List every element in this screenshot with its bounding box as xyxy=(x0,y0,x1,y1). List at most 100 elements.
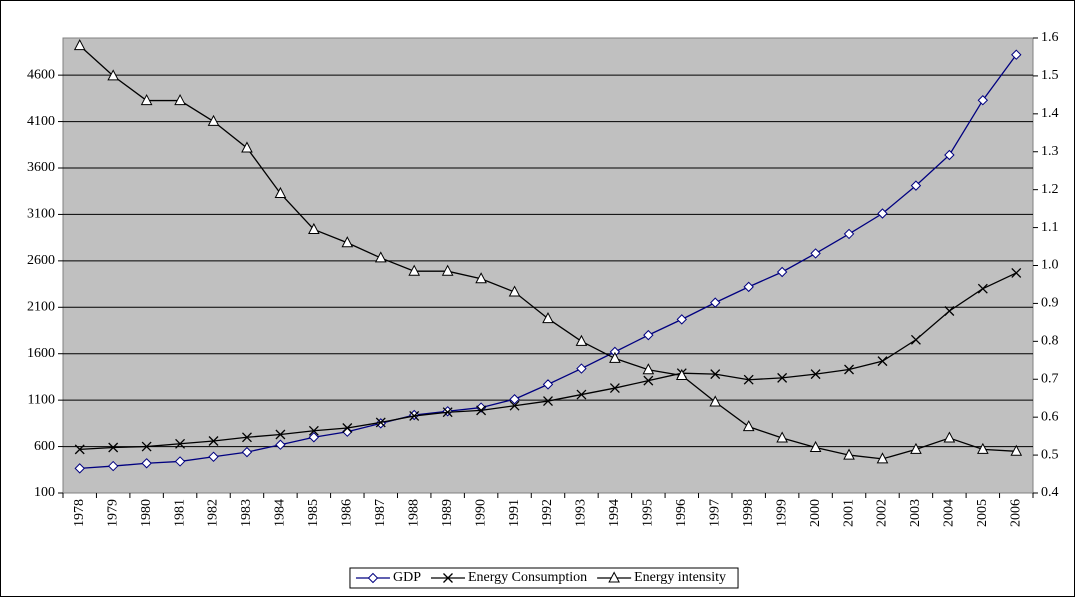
marker xyxy=(976,442,989,454)
x-tick-label: 1998 xyxy=(741,499,756,527)
x-tick-label: 1994 xyxy=(607,499,622,527)
marker xyxy=(1011,49,1022,60)
y2-tick-label: 1.3 xyxy=(1041,144,1059,159)
marker xyxy=(643,375,654,386)
marker xyxy=(910,180,922,191)
marker xyxy=(608,571,620,583)
marker xyxy=(275,439,286,450)
marker xyxy=(107,69,120,81)
y-tick-label: 600 xyxy=(34,439,55,454)
x-tick-label: 1995 xyxy=(641,499,656,527)
marker xyxy=(443,573,453,583)
legend-label: Energy Consumption xyxy=(468,570,587,585)
marker xyxy=(509,394,520,405)
marker xyxy=(675,368,688,380)
marker xyxy=(542,379,554,390)
x-tick-label: 1984 xyxy=(273,499,288,527)
marker xyxy=(944,149,955,161)
y2-tick-label: 0.8 xyxy=(1041,334,1059,349)
x-tick-label: 2001 xyxy=(841,499,856,527)
y-tick-label: 4100 xyxy=(27,114,55,129)
marker xyxy=(375,417,386,428)
x-tick-label: 1978 xyxy=(72,499,87,527)
marker xyxy=(442,407,453,418)
marker xyxy=(1011,267,1022,278)
x-tick-label: 1987 xyxy=(373,499,388,527)
y2-tick-label: 0.4 xyxy=(1041,485,1059,500)
marker xyxy=(274,186,287,198)
marker xyxy=(944,306,955,316)
marker xyxy=(1010,444,1023,456)
marker xyxy=(341,236,354,248)
marker xyxy=(367,572,379,584)
marker xyxy=(207,114,220,126)
y-tick-label: 4600 xyxy=(27,67,55,82)
marker xyxy=(977,283,988,294)
marker xyxy=(810,248,821,259)
y2-tick-label: 1.6 xyxy=(1041,30,1059,45)
x-tick-label: 2005 xyxy=(975,499,990,527)
y2-tick-label: 1.4 xyxy=(1041,106,1059,121)
y-tick-label: 1100 xyxy=(28,392,55,407)
marker xyxy=(308,425,319,436)
legend: GDP Energy Consumption Energy intensity xyxy=(349,567,739,589)
marker xyxy=(609,351,621,363)
y2-tick-label: 0.6 xyxy=(1041,409,1059,424)
x-tick-label: 2002 xyxy=(875,499,890,527)
x-tick-label: 2000 xyxy=(808,499,823,527)
y2-tick-label: 0.9 xyxy=(1041,296,1059,311)
marker xyxy=(642,363,655,375)
marker xyxy=(910,442,922,454)
marker xyxy=(542,312,554,324)
marker xyxy=(809,440,822,452)
marker xyxy=(275,429,286,440)
legend-label: GDP xyxy=(393,570,421,585)
marker xyxy=(676,314,688,325)
marker xyxy=(242,432,252,443)
y-tick-label: 2600 xyxy=(27,253,55,268)
y-tick-label: 2100 xyxy=(27,300,55,315)
marker xyxy=(141,458,152,469)
x-tick-label: 2003 xyxy=(908,499,923,527)
plot-area xyxy=(62,37,1034,494)
marker xyxy=(241,141,253,153)
x-tick-label: 1990 xyxy=(473,499,488,527)
marker xyxy=(710,297,721,308)
marker xyxy=(643,329,654,341)
y-tick-label: 3100 xyxy=(27,207,55,222)
x-tick-label: 1986 xyxy=(340,499,355,527)
marker xyxy=(810,369,821,380)
marker xyxy=(776,266,788,278)
marker xyxy=(776,431,788,443)
marker xyxy=(74,444,85,455)
marker xyxy=(710,369,721,380)
marker xyxy=(609,383,620,394)
marker xyxy=(175,438,186,449)
marker xyxy=(73,39,86,51)
marker xyxy=(575,334,588,346)
marker xyxy=(140,93,153,106)
y2-tick-label: 1.0 xyxy=(1041,258,1059,273)
marker xyxy=(141,441,152,452)
marker xyxy=(709,395,722,407)
marker xyxy=(108,442,119,453)
x-tick-label: 1983 xyxy=(239,499,254,527)
marker xyxy=(508,285,521,297)
marker xyxy=(475,272,487,284)
marker xyxy=(308,222,320,234)
x-tick-label: 1991 xyxy=(507,499,522,527)
marker xyxy=(543,396,553,407)
y2-tick-label: 1.1 xyxy=(1041,220,1059,235)
marker xyxy=(107,460,119,472)
y2-tick-label: 0.7 xyxy=(1041,371,1059,386)
marker xyxy=(74,463,85,474)
x-tick-label: 1999 xyxy=(774,499,789,527)
legend-box xyxy=(349,567,739,589)
x-tick-label: 1985 xyxy=(306,499,321,527)
marker xyxy=(409,410,420,421)
x-tick-label: 1988 xyxy=(406,499,421,527)
marker xyxy=(743,374,754,385)
x-tick-label: 2004 xyxy=(942,499,957,527)
marker xyxy=(977,95,989,106)
marker xyxy=(241,446,253,458)
